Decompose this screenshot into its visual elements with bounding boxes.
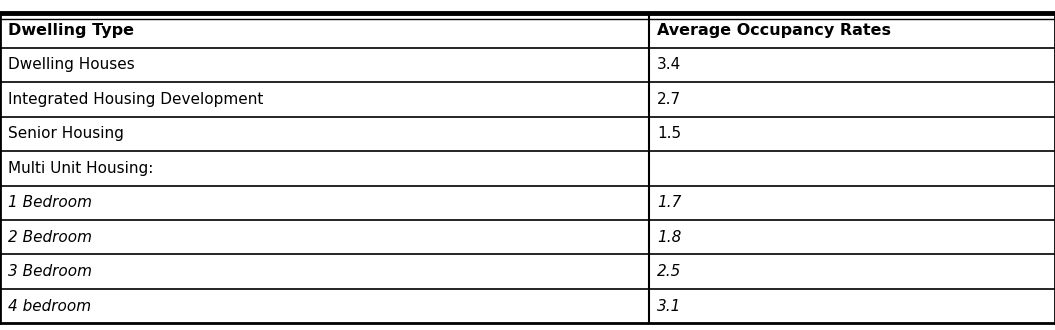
Text: 4 bedroom: 4 bedroom: [8, 299, 92, 314]
Text: 2.5: 2.5: [657, 264, 682, 279]
Text: Average Occupancy Rates: Average Occupancy Rates: [657, 23, 891, 38]
Text: Senior Housing: Senior Housing: [8, 126, 124, 141]
Text: Dwelling Houses: Dwelling Houses: [8, 57, 135, 72]
Text: Dwelling Type: Dwelling Type: [8, 23, 134, 38]
Text: 1 Bedroom: 1 Bedroom: [8, 195, 93, 210]
Text: 3.1: 3.1: [657, 299, 682, 314]
Text: 2.7: 2.7: [657, 92, 682, 107]
Text: 3.4: 3.4: [657, 57, 682, 72]
Text: Multi Unit Housing:: Multi Unit Housing:: [8, 161, 154, 176]
Text: 1.7: 1.7: [657, 195, 682, 210]
Text: Integrated Housing Development: Integrated Housing Development: [8, 92, 264, 107]
Text: 3 Bedroom: 3 Bedroom: [8, 264, 93, 279]
Text: 1.8: 1.8: [657, 230, 682, 245]
Text: 1.5: 1.5: [657, 126, 682, 141]
Text: 2 Bedroom: 2 Bedroom: [8, 230, 93, 245]
